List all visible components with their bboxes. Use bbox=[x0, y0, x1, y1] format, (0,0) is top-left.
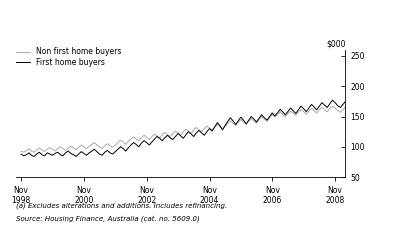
First home buyers bbox=[121, 147, 125, 150]
Non first home buyers bbox=[21, 151, 26, 154]
Legend: Non first home buyers, First home buyers: Non first home buyers, First home buyers bbox=[16, 47, 121, 67]
First home buyers bbox=[48, 153, 52, 155]
Line: First home buyers: First home buyers bbox=[21, 59, 397, 156]
Line: Non first home buyers: Non first home buyers bbox=[21, 76, 397, 152]
First home buyers bbox=[19, 153, 23, 155]
Non first home buyers bbox=[48, 146, 52, 149]
Non first home buyers bbox=[233, 124, 238, 127]
Text: $000: $000 bbox=[326, 40, 345, 49]
First home buyers bbox=[233, 123, 238, 126]
Non first home buyers bbox=[19, 150, 23, 152]
Non first home buyers bbox=[63, 149, 68, 152]
First home buyers bbox=[32, 155, 37, 158]
Text: Source: Housing Finance, Australia (cat. no. 5609.0): Source: Housing Finance, Australia (cat.… bbox=[16, 216, 200, 222]
Text: (a) Excludes alterations and additions. Includes refinancing.: (a) Excludes alterations and additions. … bbox=[16, 202, 227, 209]
First home buyers bbox=[63, 151, 68, 154]
Non first home buyers bbox=[121, 141, 125, 143]
